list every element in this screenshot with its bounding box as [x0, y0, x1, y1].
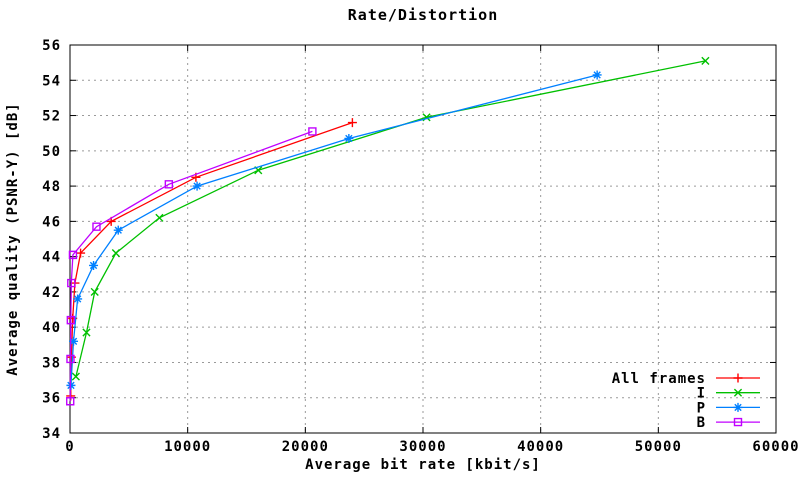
y-tick-label: 38 [42, 355, 61, 371]
series-markers-all-frames [66, 118, 357, 401]
legend-marker-all-frames [733, 373, 743, 383]
x-axis-label: Average bit rate [kbit/s] [305, 457, 541, 473]
legend-item-p: P [697, 400, 760, 416]
x-tick-label: 60000 [752, 439, 799, 455]
x-tick-label: 20000 [282, 439, 329, 455]
series-markers-b [66, 127, 317, 406]
axes-layer: 0 10000 20000 30000 40000 50000 60000 34 36 38 40 4… [42, 38, 799, 455]
y-tick-label: 46 [42, 214, 61, 230]
legend-item-b: B [697, 415, 760, 431]
legend-marker-p [733, 402, 743, 412]
y-tick-label: 54 [42, 73, 61, 89]
x-tick-label: 0 [65, 439, 74, 455]
legend-marker-i [733, 388, 743, 397]
x-tick-label: 50000 [635, 439, 682, 455]
legend-label-i: I [697, 386, 706, 402]
series-line-i [75, 60, 706, 377]
series-line-b [69, 130, 313, 402]
legend-item-i: I [697, 386, 760, 402]
legend-label-b: B [697, 415, 706, 431]
y-tick-label: 44 [42, 250, 61, 266]
y-tick-label: 50 [42, 144, 61, 160]
y-tick-label: 40 [42, 320, 61, 336]
y-axis-label: Average quality (PSNR-Y) [dB] [5, 102, 21, 375]
y-tick-label: 36 [42, 391, 61, 407]
x-tick-label: 40000 [517, 439, 564, 455]
series-line-all-frames [70, 121, 353, 397]
series-b [66, 127, 317, 406]
series-markers-p [66, 70, 602, 390]
series-layer [66, 56, 710, 406]
y-tick-label: 56 [42, 38, 61, 54]
series-p [66, 70, 602, 390]
legend-item-all-frames: All frames [612, 371, 760, 387]
series-all-frames [66, 118, 357, 401]
series-line-p [70, 74, 598, 386]
series-i [71, 56, 710, 381]
x-tick-label: 10000 [164, 439, 211, 455]
y-tick-label: 34 [42, 426, 61, 442]
y-tick-label: 52 [42, 109, 61, 125]
chart-title: Rate/Distortion [348, 6, 498, 24]
y-tick-label: 42 [42, 285, 61, 301]
y-tick-label: 48 [42, 179, 61, 195]
grid-layer [70, 45, 776, 433]
legend-label-p: P [697, 400, 706, 416]
legend-label-all-frames: All frames [612, 371, 706, 387]
series-markers-i [71, 56, 710, 381]
legend-marker-b [733, 417, 743, 427]
x-tick-label: 30000 [399, 439, 446, 455]
